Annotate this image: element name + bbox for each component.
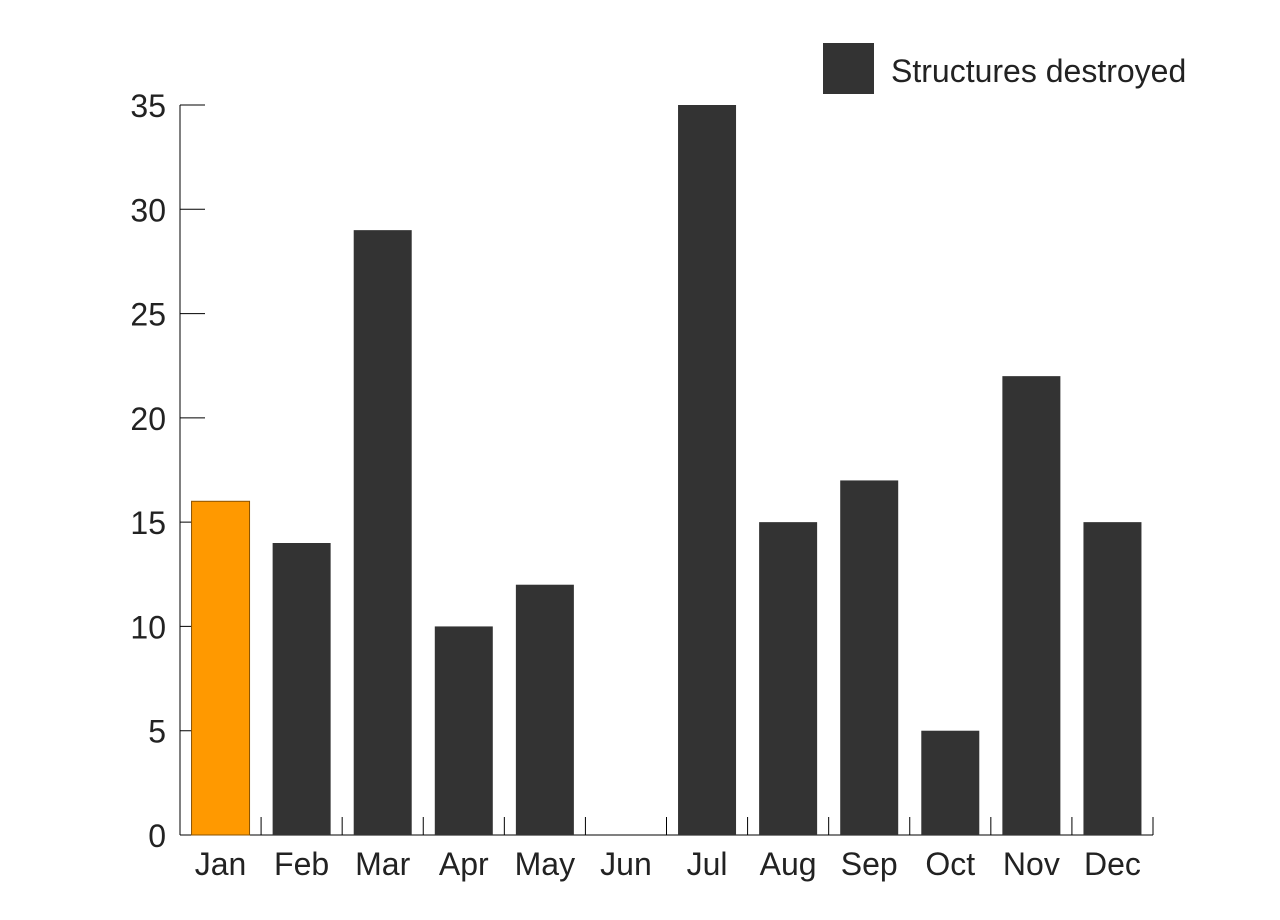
bar-apr — [434, 626, 493, 835]
legend-swatch — [823, 43, 874, 94]
x-tick-label: Aug — [760, 846, 817, 882]
bar-sep — [840, 480, 899, 835]
bars — [191, 105, 1142, 836]
y-tick-label: 10 — [130, 609, 166, 645]
x-tick-label: Nov — [1003, 846, 1060, 882]
y-tick-label: 5 — [148, 714, 166, 750]
bar-mar — [353, 230, 412, 836]
legend: Structures destroyed — [823, 43, 1186, 94]
x-tick-label: Jun — [600, 846, 652, 882]
x-tick-label: Feb — [274, 846, 329, 882]
x-tick-label: Sep — [841, 846, 898, 882]
x-tick-label: Jul — [687, 846, 728, 882]
bar-aug — [759, 522, 818, 835]
y-tick-label: 15 — [130, 505, 166, 541]
y-tick-label: 0 — [148, 818, 166, 854]
x-tick-label: Oct — [925, 846, 975, 882]
y-tick-label: 20 — [130, 401, 166, 437]
y-tick-label: 30 — [130, 192, 166, 228]
y-tick-label: 35 — [130, 88, 166, 124]
bar-nov — [1002, 376, 1061, 835]
y-axis: 0 5 10 15 20 25 30 35 — [130, 88, 205, 854]
bar-dec — [1083, 522, 1142, 835]
x-tick-label: Dec — [1084, 846, 1141, 882]
x-tick-label: May — [515, 846, 575, 882]
x-axis: Jan Feb Mar Apr May Jun Jul Aug Sep Oct Nov Dec — [180, 817, 1154, 882]
legend-label: Structures destroyed — [891, 53, 1186, 89]
x-tick-label: Jan — [195, 846, 247, 882]
x-tick-label: Apr — [439, 846, 489, 882]
y-tick-label: 25 — [130, 297, 166, 333]
bar-may — [515, 584, 574, 835]
bar-jan — [191, 500, 251, 836]
bar-oct — [921, 730, 980, 835]
bar-feb — [272, 543, 331, 835]
bar-jul — [678, 105, 737, 835]
x-tick-label: Mar — [355, 846, 410, 882]
